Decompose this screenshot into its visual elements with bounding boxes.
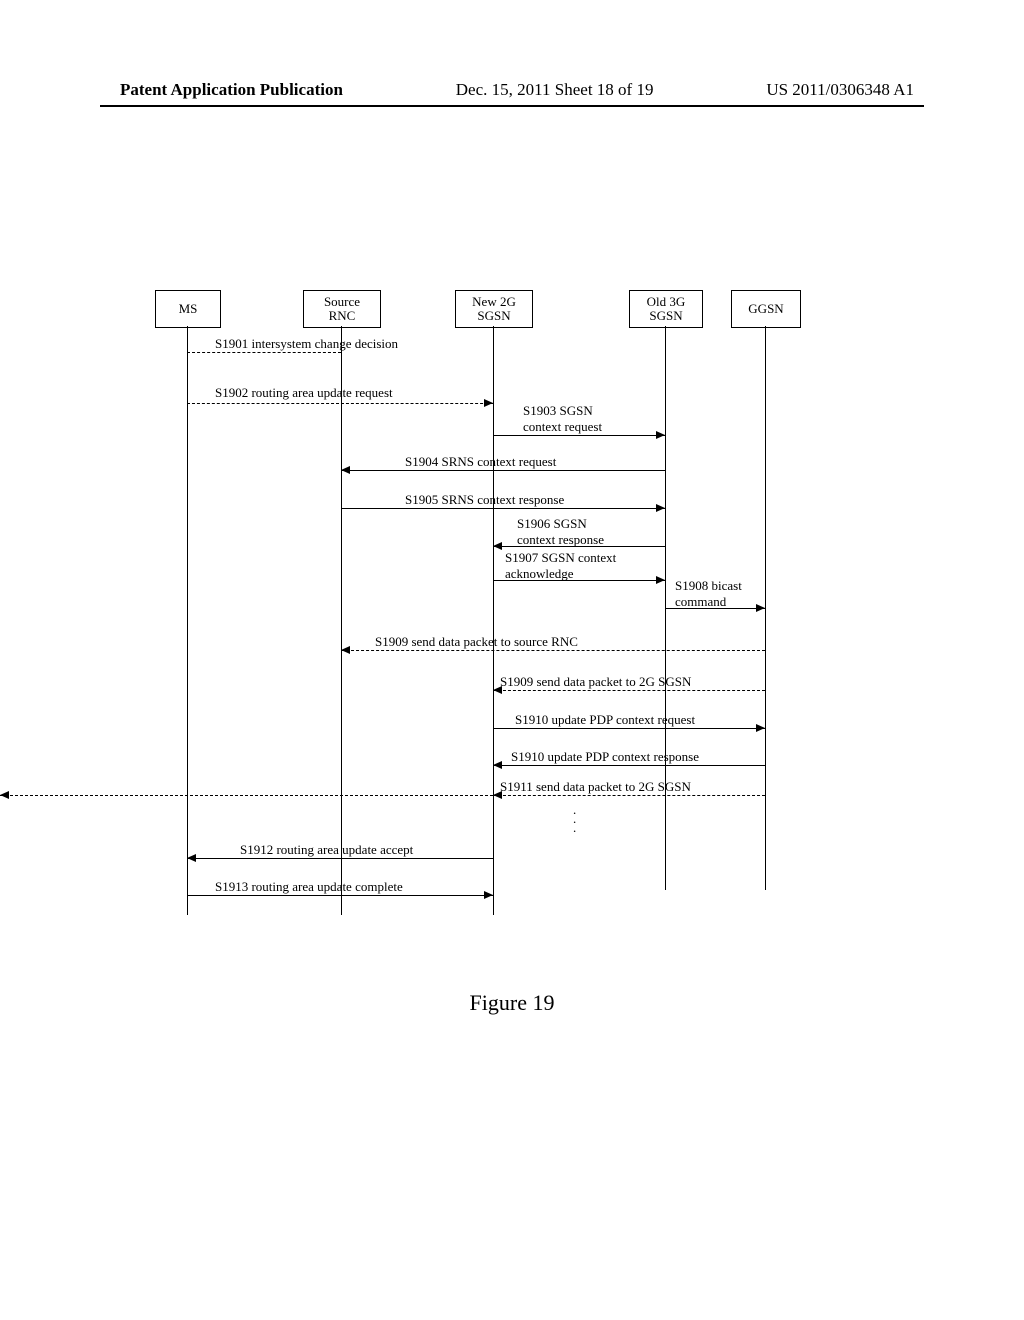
arrow-left-icon xyxy=(187,854,196,862)
vertical-dots-icon: . . . xyxy=(573,805,576,832)
page: Patent Application Publication Dec. 15, … xyxy=(0,0,1024,1320)
message-line xyxy=(493,690,765,691)
message-label: S1904 SRNS context request xyxy=(405,454,635,470)
message-label: S1906 SGSN context response xyxy=(517,516,667,547)
figure-caption: Figure 19 xyxy=(0,990,1024,1016)
message-label: S1913 routing area update complete xyxy=(215,879,495,895)
message-line xyxy=(187,858,493,859)
message-label: S1907 SGSN context acknowledge xyxy=(505,550,675,581)
message-label: S1905 SRNS context response xyxy=(405,492,635,508)
lifeline-ms xyxy=(187,326,188,915)
actor-ms: MS xyxy=(155,290,221,328)
header-divider xyxy=(100,105,924,107)
message-line xyxy=(187,895,493,896)
message-line xyxy=(187,352,341,353)
message-label: S1910 update PDP context response xyxy=(511,749,781,765)
message-line xyxy=(493,728,765,729)
message-label: S1910 update PDP context request xyxy=(515,712,775,728)
message-line xyxy=(493,765,765,766)
message-label: S1902 routing area update request xyxy=(215,385,495,401)
sequence-diagram: MS Source RNC New 2G SGSN Old 3G SGSN GGSN S1… xyxy=(155,290,875,930)
arrow-left-icon xyxy=(493,761,502,769)
message-label: S1909 send data packet to source RNC xyxy=(375,634,675,650)
arrow-right-icon xyxy=(656,504,665,512)
actor-label: New 2G SGSN xyxy=(472,295,516,324)
message-line xyxy=(493,795,765,796)
message-label: S1912 routing area update accept xyxy=(240,842,500,858)
message-label: S1911 send data packet to 2G SGSN xyxy=(500,779,780,795)
actor-ggsn: GGSN xyxy=(731,290,801,328)
actor-src-rnc: Source RNC xyxy=(303,290,381,328)
arrow-left-icon xyxy=(341,646,350,654)
actor-old-sgsn: Old 3G SGSN xyxy=(629,290,703,328)
lifeline-new-sgsn xyxy=(493,326,494,915)
arrow-left-icon xyxy=(493,542,502,550)
message-line xyxy=(341,650,765,651)
actor-label: MS xyxy=(179,302,198,316)
lifeline-src-rnc xyxy=(341,326,342,915)
header-right: US 2011/0306348 A1 xyxy=(766,80,914,100)
message-line xyxy=(341,470,665,471)
message-line xyxy=(493,435,665,436)
message-label: S1901 intersystem change decision xyxy=(215,336,495,352)
message-label: S1908 bicast command xyxy=(675,578,785,609)
arrow-left-icon xyxy=(0,791,9,799)
actor-new-sgsn: New 2G SGSN xyxy=(455,290,533,328)
arrow-left-icon xyxy=(341,466,350,474)
message-label: S1909 send data packet to 2G SGSN xyxy=(500,674,780,690)
message-label: S1903 SGSN context request xyxy=(523,403,663,434)
actor-label: Old 3G SGSN xyxy=(647,295,686,324)
message-line xyxy=(187,403,493,404)
actor-label: Source RNC xyxy=(324,295,360,324)
message-line xyxy=(341,508,665,509)
page-header: Patent Application Publication Dec. 15, … xyxy=(0,80,1024,100)
header-center: Dec. 15, 2011 Sheet 18 of 19 xyxy=(456,80,654,100)
header-left: Patent Application Publication xyxy=(120,80,343,100)
message-line-extend xyxy=(0,795,493,796)
actor-label: GGSN xyxy=(748,302,783,316)
